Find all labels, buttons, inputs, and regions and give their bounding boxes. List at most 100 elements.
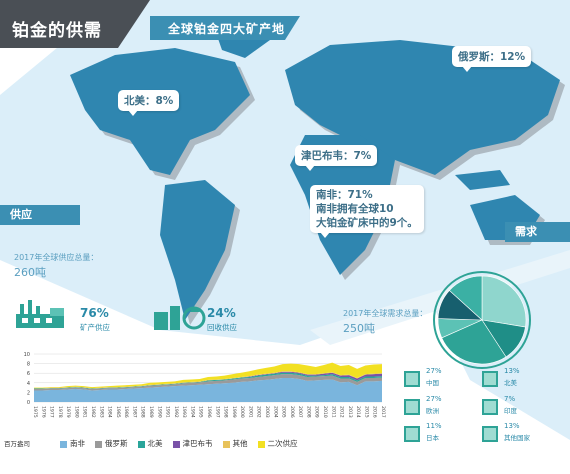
bubble-zimbabwe: 津巴布韦：7% [295, 145, 378, 171]
x-tick-label: 1993 [181, 406, 187, 418]
chart-legend: 南非 俄罗斯 北美 津巴布韦 其他 二次供应 [60, 438, 308, 449]
demand-pie-chart [433, 271, 531, 369]
x-tick-label: 2012 [339, 406, 345, 418]
x-tick-label: 2010 [322, 406, 328, 418]
title-background [0, 0, 150, 48]
x-tick-label: 2000 [239, 406, 245, 418]
chart-unit-label: 百万盎司 [4, 440, 30, 448]
supply-total-caption: 2017年全球供应总量： [14, 253, 99, 262]
se-asia-islands [455, 170, 510, 190]
y-tick-label: 8 [27, 362, 30, 368]
south-america [160, 180, 235, 320]
legend-item: 南非 [60, 438, 85, 449]
x-tick-label: 2003 [264, 406, 270, 418]
legend-swatch [95, 440, 102, 448]
legend-label: 北美 [147, 439, 163, 448]
y-tick-label: 0 [27, 400, 30, 406]
area-series-2 [34, 374, 382, 391]
legend-swatch [257, 440, 265, 448]
demand-pct: 27% [426, 367, 442, 375]
demand-item-europe: 27% 欧洲 [404, 395, 484, 421]
legend-label: 津巴布韦 [182, 439, 213, 448]
x-tick-label: 1983 [98, 406, 104, 418]
map-banner-background [150, 16, 300, 40]
legend-label: 其他 [232, 439, 248, 448]
x-tick-label: 1982 [90, 406, 96, 418]
x-tick-label: 2002 [256, 406, 262, 418]
x-tick-label: 1987 [131, 406, 137, 418]
legend-item: 俄罗斯 [95, 438, 128, 449]
mine-factory-icon [16, 300, 64, 328]
south-africa-note-2: 大铂金矿床中的9个。 [316, 217, 418, 229]
x-tick-label: 1999 [231, 406, 237, 418]
x-tick-label: 2008 [305, 406, 311, 418]
legend-label: 二次供应 [267, 439, 298, 448]
x-tick-label: 1981 [82, 406, 88, 418]
legend-item: 二次供应 [257, 438, 298, 449]
y-tick-label: 6 [27, 371, 30, 377]
x-tick-label: 1986 [123, 406, 129, 418]
pie-ring [433, 271, 531, 369]
x-tick-label: 2005 [281, 406, 287, 418]
demand-item-north-america: 13% 北美 [482, 367, 562, 393]
recycle-supply-label: 回收供应 [207, 323, 237, 332]
pie-slice-6 [449, 275, 483, 321]
legend-item: 北美 [137, 438, 163, 449]
y-tick-label: 4 [27, 381, 30, 387]
supply-total-value: 260吨 [14, 266, 46, 279]
x-tick-label: 2007 [297, 406, 303, 418]
demand-total-value: 250吨 [343, 322, 375, 335]
x-tick-label: 2016 [372, 406, 378, 418]
demand-swatch-icon [404, 371, 420, 387]
x-tick-label: 2001 [247, 406, 253, 418]
x-tick-label: 2011 [330, 406, 336, 418]
area-series-1 [34, 378, 382, 402]
legend-item: 津巴布韦 [172, 438, 213, 449]
demand-name: 欧洲 [426, 407, 439, 415]
legend-label: 南非 [70, 439, 85, 448]
x-tick-label: 1984 [107, 406, 113, 418]
demand-item-india: 7% 印度 [482, 395, 562, 421]
y-tick-label: 10 [24, 352, 30, 358]
x-tick-label: 1996 [206, 406, 212, 418]
demand-item-japan: 11% 日本 [404, 422, 484, 448]
legend-swatch [222, 440, 230, 448]
x-tick-label: 1985 [115, 406, 121, 418]
demand-name: 中国 [426, 379, 439, 387]
legend-swatch [172, 440, 180, 448]
x-tick-label: 2015 [363, 406, 369, 418]
supply-tag: 供应 [0, 205, 80, 225]
x-tick-label: 1977 [49, 406, 55, 418]
legend-swatch [137, 440, 145, 448]
demand-total-caption: 2017年全球需求总量： [343, 309, 428, 318]
demand-name: 印度 [504, 407, 517, 415]
demand-name: 日本 [426, 434, 439, 442]
north-america [70, 48, 250, 175]
area-series-3 [34, 372, 382, 390]
map-banner-title: 全球铂金四大矿产地 [168, 22, 286, 36]
x-tick-label: 2006 [289, 406, 295, 418]
demand-swatch-icon [482, 399, 498, 415]
mine-supply-label: 矿产供应 [80, 323, 110, 332]
demand-tag: 需求 [505, 222, 570, 242]
y-tick-label: 2 [27, 390, 30, 396]
page-title: 铂金的供需 [12, 21, 102, 41]
demand-pct: 27% [426, 395, 442, 403]
bubble-russia: 俄罗斯：12% [452, 46, 532, 72]
x-tick-label: 1988 [140, 406, 146, 418]
demand-swatch-icon [404, 426, 420, 442]
x-tick-label: 2004 [272, 406, 278, 418]
x-tick-label: 1990 [156, 406, 162, 418]
demand-pct: 11% [426, 422, 442, 430]
x-tick-label: 1980 [73, 406, 79, 418]
demand-swatch-icon [482, 426, 498, 442]
x-tick-label: 2009 [314, 406, 320, 418]
x-tick-label: 2013 [347, 406, 353, 418]
recycle-icon [154, 306, 206, 330]
demand-swatch-icon [404, 399, 420, 415]
x-tick-label: 1994 [189, 406, 195, 418]
x-tick-label: 1978 [57, 406, 63, 418]
pie-slice-1 [481, 275, 527, 328]
